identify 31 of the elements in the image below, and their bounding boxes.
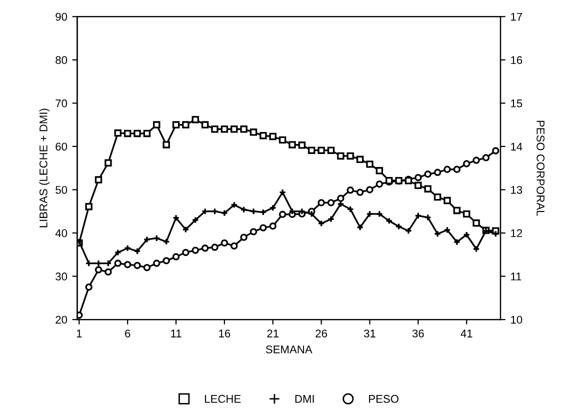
x-tick-label: 6 xyxy=(125,330,130,338)
y2-tick-label: 10 xyxy=(511,316,522,324)
x-tick-label: 11 xyxy=(171,330,182,338)
y2-tick-label: 12 xyxy=(511,229,522,238)
x-axis-title: SEMANA xyxy=(266,345,312,354)
x-tick-label: 26 xyxy=(316,330,327,338)
x-tick-label: 21 xyxy=(267,330,279,338)
x-tick-label: 16 xyxy=(219,330,230,338)
y2-axis-title: PESO CORPORAL xyxy=(536,120,545,216)
y2-tick-label: 16 xyxy=(511,56,522,64)
y-tick-label: 80 xyxy=(56,56,68,64)
y-tick-label: 70 xyxy=(56,99,68,108)
legend-label: DMI xyxy=(295,395,314,403)
y-tick-label: 50 xyxy=(56,186,68,194)
y2-tick-label: 17 xyxy=(511,12,522,21)
y-axis-title: LIBRAS (LECHE + DMI) xyxy=(39,108,50,228)
x-tick-label: 1 xyxy=(76,330,82,338)
y-tick-label: 30 xyxy=(56,272,68,280)
y2-tick-label: 11 xyxy=(511,272,522,280)
y-tick-label: 20 xyxy=(56,316,68,324)
x-tick-label: 36 xyxy=(412,330,424,338)
y2-tick-label: 14 xyxy=(511,142,522,150)
y-tick-label: 40 xyxy=(55,229,68,238)
x-tick-label: 41 xyxy=(460,330,472,338)
legend-label: PESO xyxy=(369,394,399,403)
y-tick-label: 90 xyxy=(56,12,68,21)
y-tick-label: 60 xyxy=(56,142,68,151)
y2-tick-label: 13 xyxy=(511,186,522,194)
x-tick-label: 31 xyxy=(364,330,376,338)
y2-tick-label: 15 xyxy=(511,100,522,108)
legend-label: LECHE xyxy=(204,394,241,403)
